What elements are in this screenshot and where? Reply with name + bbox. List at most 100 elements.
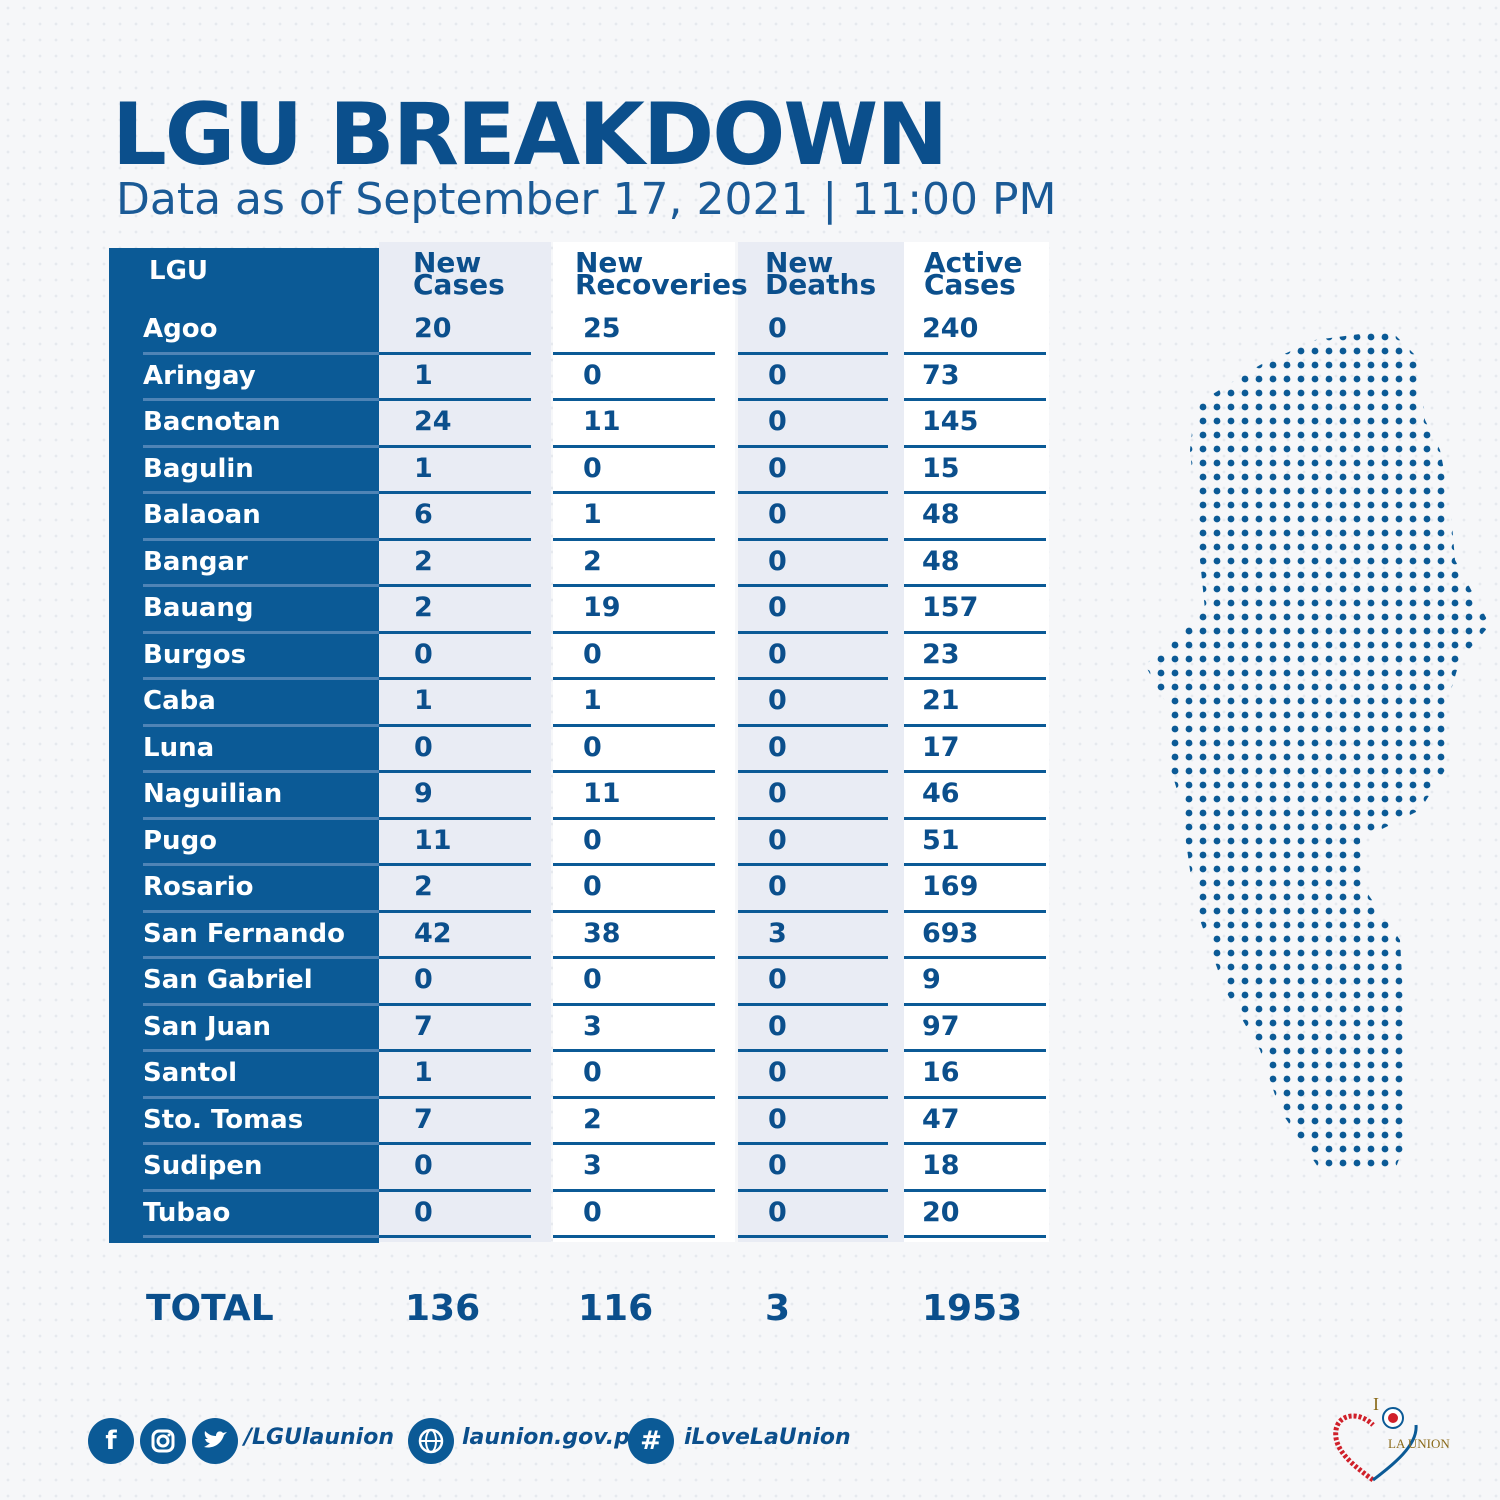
row-divider xyxy=(553,723,715,727)
row-divider xyxy=(379,816,531,820)
row-divider xyxy=(738,863,888,866)
row-divider xyxy=(379,770,531,773)
table-row: Caba 1 1 0 21 xyxy=(109,680,1049,727)
row-divider xyxy=(553,398,715,401)
active-cases-cell: 693 xyxy=(922,917,979,949)
row-divider xyxy=(143,956,379,959)
row-divider xyxy=(553,1235,715,1238)
row-divider xyxy=(143,863,379,866)
row-divider xyxy=(904,1049,1046,1052)
header-lgu: LGU xyxy=(149,256,209,286)
row-divider xyxy=(143,1049,379,1052)
header-active-cases-line1: Active xyxy=(924,246,1023,279)
active-cases-cell: 47 xyxy=(922,1103,960,1135)
row-divider xyxy=(553,816,715,820)
header-new-cases-line2: Cases xyxy=(413,268,505,301)
new-recoveries-cell: 25 xyxy=(583,313,621,344)
new-deaths-column-background xyxy=(738,242,904,1242)
new-cases-cell: 0 xyxy=(414,638,433,670)
active-cases-cell: 23 xyxy=(922,638,960,670)
globe-icon[interactable] xyxy=(408,1418,454,1464)
twitter-icon[interactable] xyxy=(192,1418,238,1464)
table-row: Luna 0 0 0 17 xyxy=(109,727,1049,773)
hashtag-text[interactable]: iLoveLaUnion xyxy=(684,1425,851,1450)
table-row: Sudipen 0 3 0 18 xyxy=(109,1145,1049,1192)
footer: f /LGUlaunion launion.gov.ph # iLoveLaUn… xyxy=(88,1415,851,1467)
lgu-name-cell: Bauang xyxy=(143,593,254,623)
header-new-recoveries-line1: New xyxy=(575,246,644,279)
new-cases-cell: 0 xyxy=(414,1196,433,1228)
website-link[interactable]: launion.gov.ph xyxy=(462,1425,646,1450)
active-cases-cell: 48 xyxy=(922,499,960,530)
row-divider xyxy=(143,1142,379,1145)
row-divider xyxy=(553,1002,715,1006)
new-deaths-cell: 0 xyxy=(768,685,787,716)
new-cases-cell: 0 xyxy=(414,731,433,763)
table-row: Tubao 0 0 0 20 xyxy=(109,1192,1049,1238)
row-divider xyxy=(738,956,888,959)
new-deaths-cell: 0 xyxy=(768,1150,787,1181)
row-divider xyxy=(379,1235,531,1238)
row-divider xyxy=(143,444,379,448)
social-handle-link[interactable]: /LGUlaunion xyxy=(244,1425,395,1450)
facebook-icon[interactable]: f xyxy=(88,1418,134,1464)
row-divider xyxy=(738,1095,888,1099)
row-divider xyxy=(553,1049,715,1052)
row-divider xyxy=(738,1235,888,1238)
row-divider xyxy=(904,537,1046,541)
row-divider xyxy=(738,816,888,820)
row-divider xyxy=(904,398,1046,401)
new-cases-cell: 1 xyxy=(414,685,433,716)
lgu-name-cell: Santol xyxy=(143,1058,237,1088)
lgu-name-cell: Luna xyxy=(143,732,215,763)
new-cases-cell: 1 xyxy=(414,452,433,484)
row-divider xyxy=(143,723,379,727)
row-divider xyxy=(904,351,1046,355)
new-cases-cell: 2 xyxy=(414,592,433,623)
row-divider xyxy=(379,584,531,587)
table-row: Sto. Tomas 7 2 0 47 xyxy=(109,1099,1049,1145)
table-row: Santol 1 0 0 16 xyxy=(109,1052,1049,1099)
table-row: Bacnotan 24 11 0 145 xyxy=(109,401,1049,448)
lgu-name-cell: Balaoan xyxy=(143,500,261,530)
row-divider xyxy=(143,1235,379,1238)
header-new-deaths: New Deaths xyxy=(765,246,876,299)
instagram-icon[interactable] xyxy=(140,1418,186,1464)
row-divider xyxy=(738,444,888,448)
new-deaths-cell: 0 xyxy=(768,1103,787,1135)
table-row: San Juan 7 3 0 97 xyxy=(109,1006,1049,1052)
row-divider xyxy=(379,398,531,401)
row-divider xyxy=(379,909,531,913)
new-recoveries-cell: 0 xyxy=(583,359,602,391)
row-divider xyxy=(904,1235,1046,1238)
lgu-name-cell: Burgos xyxy=(143,639,247,670)
lgu-name-cell: Naguilian xyxy=(143,779,283,809)
active-cases-cell: 21 xyxy=(922,685,960,716)
row-divider xyxy=(738,1188,888,1192)
row-divider xyxy=(738,1002,888,1006)
new-recoveries-cell: 0 xyxy=(583,731,602,763)
active-cases-cell: 51 xyxy=(922,824,960,856)
new-deaths-cell: 0 xyxy=(768,824,787,856)
new-deaths-cell: 3 xyxy=(768,917,787,949)
new-deaths-cell: 0 xyxy=(768,1057,787,1088)
lgu-name-cell: Bangar xyxy=(143,546,248,577)
row-divider xyxy=(904,956,1046,959)
row-divider xyxy=(143,584,379,587)
table-row: Rosario 2 0 0 169 xyxy=(109,866,1049,913)
row-divider xyxy=(553,770,715,773)
row-divider xyxy=(904,584,1046,587)
row-divider xyxy=(904,677,1046,680)
table-row: Bangar 2 2 0 48 xyxy=(109,541,1049,587)
active-cases-cell: 97 xyxy=(922,1010,960,1042)
new-cases-cell: 7 xyxy=(414,1103,433,1135)
total-new-recoveries: 116 xyxy=(578,1288,654,1329)
row-divider xyxy=(379,491,531,494)
row-divider xyxy=(904,770,1046,773)
lgu-name-cell: Agoo xyxy=(143,314,218,344)
header-new-deaths-line1: New xyxy=(765,246,834,279)
active-cases-cell: 17 xyxy=(922,731,960,763)
row-divider xyxy=(904,630,1046,634)
row-divider xyxy=(143,677,379,680)
row-divider xyxy=(379,1095,531,1099)
